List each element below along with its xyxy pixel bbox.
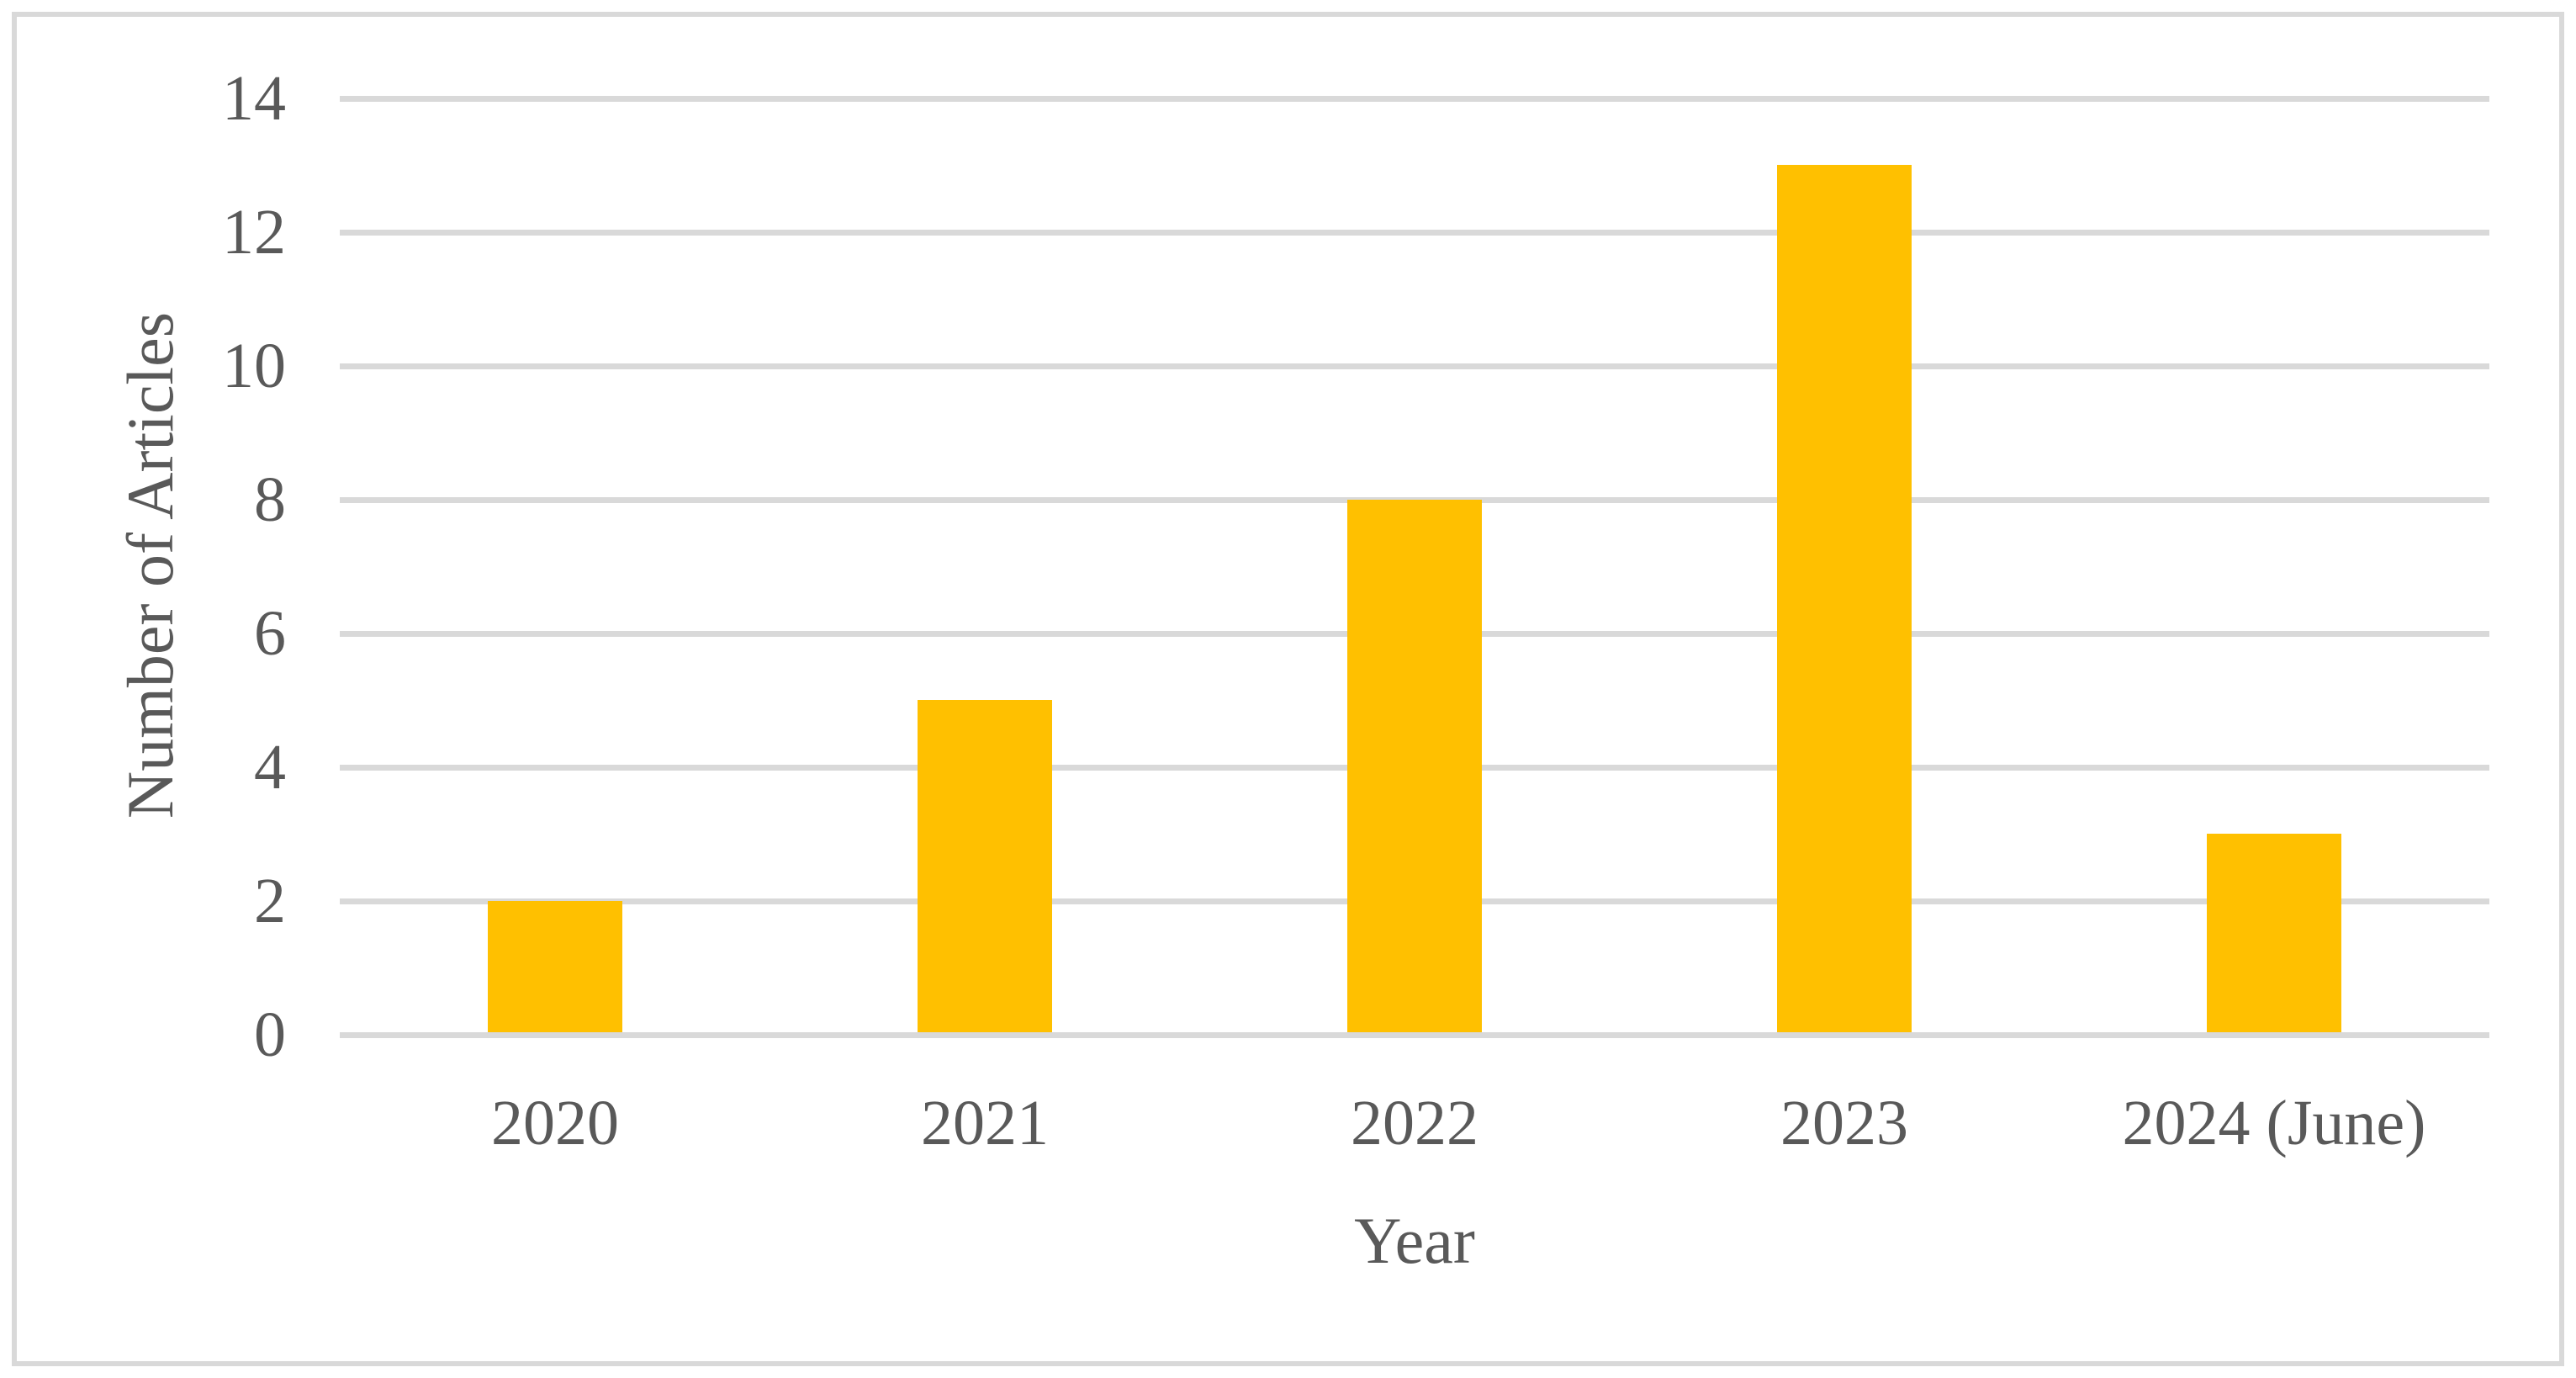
y-axis-tick-label: 14	[222, 63, 286, 134]
bar-2022	[1347, 500, 1482, 1032]
x-axis-tick-label: 2023	[1780, 1088, 1908, 1158]
y-axis-tick-label: 12	[222, 197, 286, 268]
bars-layer	[17, 17, 2559, 1361]
figure-frame: 0 2 4 6 8 10 12 14 2020 2021 2022 2023 2024 (June) …	[12, 12, 2564, 1366]
x-axis-title: Year	[1354, 1204, 1475, 1277]
bar-2023	[1777, 165, 1912, 1032]
y-axis-title: Number of Articles	[114, 311, 187, 819]
gridline-12	[340, 230, 2489, 236]
gridline-0	[340, 1032, 2489, 1038]
bar-2024-june-	[2207, 834, 2341, 1032]
x-axis-tick-label: 2020	[491, 1088, 619, 1158]
x-axis-tick-label: 2024 (June)	[2122, 1088, 2426, 1158]
bar-2021	[918, 700, 1052, 1032]
y-axis-tick-label: 8	[254, 464, 286, 535]
bar-2020	[488, 901, 622, 1032]
x-axis-tick-label: 2022	[1351, 1088, 1478, 1158]
x-axis-tick-label: 2021	[921, 1088, 1049, 1158]
y-axis-tick-labels: 0 2 4 6 8 10 12 14	[17, 17, 2559, 1361]
y-axis-tick-label: 4	[254, 732, 286, 803]
gridline-10	[340, 363, 2489, 369]
y-axis-tick-label: 10	[222, 331, 286, 401]
x-axis-tick-labels: 2020 2021 2022 2023 2024 (June)	[17, 17, 2559, 1361]
y-axis-tick-label: 0	[254, 999, 286, 1070]
gridline-14	[340, 96, 2489, 102]
y-axis-tick-label: 2	[254, 866, 286, 936]
y-axis-tick-label: 6	[254, 598, 286, 669]
